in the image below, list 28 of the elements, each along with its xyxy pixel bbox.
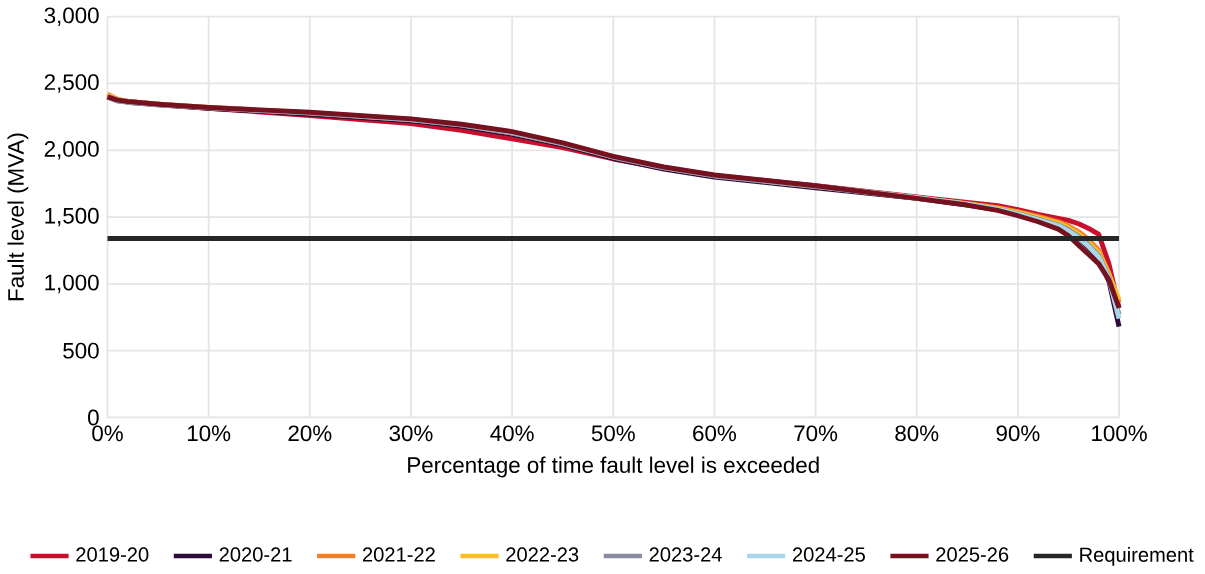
legend-label: 2019-20 (76, 547, 149, 562)
x-tick-label: 80% (895, 425, 939, 442)
legend-label: 2020-21 (219, 547, 292, 562)
x-tick-label: 10% (187, 425, 231, 442)
x-tick-label: 90% (996, 425, 1040, 442)
legend-label: Requirement (1080, 547, 1194, 566)
legend-label: 2021-22 (363, 547, 435, 562)
x-tick-label: 40% (490, 425, 534, 442)
x-tick-label: 0% (92, 425, 123, 442)
x-tick-label: 20% (288, 425, 332, 442)
legend-label: 2025-26 (936, 547, 1009, 562)
y-tick-label: 1,000 (45, 274, 99, 294)
x-tick-label: 50% (591, 425, 635, 442)
y-tick-label: 0 (88, 409, 99, 426)
legend-label: 2023-24 (649, 547, 722, 562)
x-tick-label: 60% (693, 425, 737, 442)
x-tick-label: 70% (794, 425, 838, 442)
y-tick-label: 3,000 (44, 7, 99, 26)
x-tick-label: 30% (389, 425, 433, 442)
y-tick-label: 1,500 (45, 207, 99, 227)
y-tick-label: 2,500 (44, 74, 99, 93)
x-tick-label: 100% (1092, 425, 1147, 442)
legend-label: 2024-25 (792, 547, 865, 562)
y-axis-title: Fault level (MVA) (7, 133, 29, 301)
x-axis-title: Percentage of time fault level is exceeded (408, 456, 819, 478)
y-tick-label: 2,000 (44, 141, 99, 160)
legend-label: 2022-23 (506, 547, 579, 562)
y-tick-label: 500 (63, 342, 99, 359)
